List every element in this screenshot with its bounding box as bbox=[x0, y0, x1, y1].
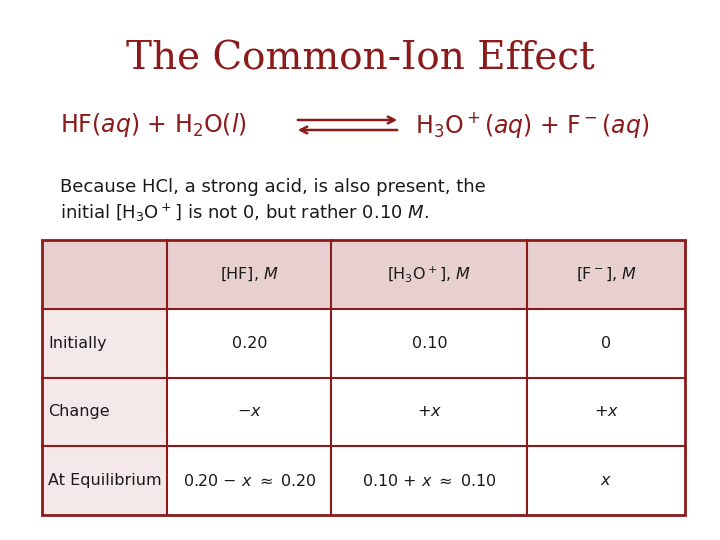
Text: H$_3$O$^+$($\it{aq}$) + F$^-$($\it{aq}$): H$_3$O$^+$($\it{aq}$) + F$^-$($\it{aq}$) bbox=[415, 110, 649, 140]
Text: Initially: Initially bbox=[48, 336, 107, 350]
Bar bbox=[42, 377, 167, 446]
Text: The Common-Ion Effect: The Common-Ion Effect bbox=[125, 40, 595, 77]
Text: $+x$: $+x$ bbox=[594, 404, 618, 420]
Bar bbox=[42, 240, 685, 309]
Text: initial [H$_3$O$^+$] is not 0, but rather 0.10 $\it{M}$.: initial [H$_3$O$^+$] is not 0, but rathe… bbox=[60, 202, 429, 224]
Text: Because HCl, a strong acid, is also present, the: Because HCl, a strong acid, is also pres… bbox=[60, 178, 486, 196]
Bar bbox=[42, 446, 167, 515]
Text: $-x$: $-x$ bbox=[237, 404, 262, 420]
Text: HF($\it{aq}$) + H$_2$O($\it{l}$): HF($\it{aq}$) + H$_2$O($\it{l}$) bbox=[60, 111, 247, 139]
Bar bbox=[42, 309, 167, 377]
Text: Change: Change bbox=[48, 404, 109, 420]
Text: 0.20: 0.20 bbox=[232, 336, 267, 350]
Text: [F$^-$], $\it{M}$: [F$^-$], $\it{M}$ bbox=[575, 266, 637, 283]
Text: At Equilibrium: At Equilibrium bbox=[48, 473, 161, 488]
Text: 0.10 + $x$ $\approx$ 0.10: 0.10 + $x$ $\approx$ 0.10 bbox=[362, 472, 497, 489]
Text: [H$_3$O$^+$], $\it{M}$: [H$_3$O$^+$], $\it{M}$ bbox=[387, 265, 472, 284]
Text: 0: 0 bbox=[601, 336, 611, 350]
Text: 0.20 $-$ $x$ $\approx$ 0.20: 0.20 $-$ $x$ $\approx$ 0.20 bbox=[183, 472, 316, 489]
Text: 0.10: 0.10 bbox=[412, 336, 447, 350]
Bar bbox=[42, 240, 685, 515]
Text: [HF], $\it{M}$: [HF], $\it{M}$ bbox=[220, 266, 279, 283]
Text: $x$: $x$ bbox=[600, 473, 612, 488]
Text: $+x$: $+x$ bbox=[417, 404, 442, 420]
